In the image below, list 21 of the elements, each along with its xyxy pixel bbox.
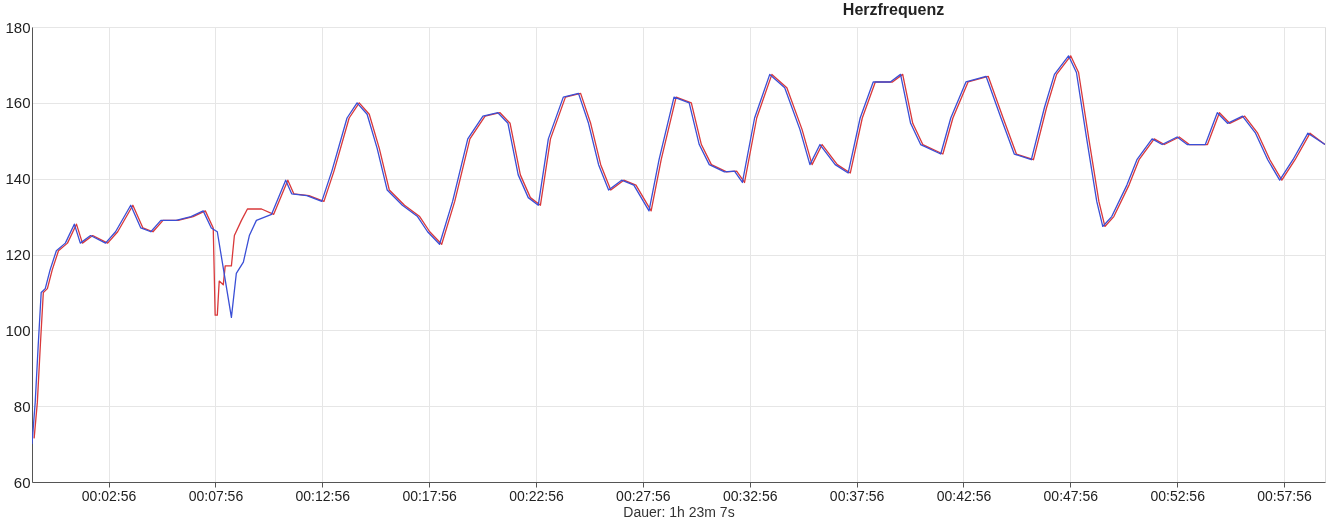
- x-tick-label: 00:07:56: [188, 487, 244, 504]
- x-tick-label: 00:02:56: [81, 487, 137, 504]
- x-tick-label: 00:37:56: [829, 487, 885, 504]
- x-tick-label: 00:57:56: [1257, 487, 1312, 504]
- x-tick-label: 00:17:56: [402, 487, 458, 504]
- x-tick-label: 00:32:56: [722, 487, 778, 504]
- y-tick-label: 160: [5, 94, 31, 112]
- x-tick-label: 00:22:56: [509, 487, 564, 504]
- y-tick-label: 60: [13, 473, 31, 491]
- chart-title: Herzfrequenz: [842, 1, 945, 18]
- x-tick-label: 00:52:56: [1150, 487, 1206, 504]
- y-tick-label: 140: [5, 170, 31, 188]
- y-tick-label: 180: [5, 18, 31, 36]
- x-tick-label: 00:42:56: [936, 487, 992, 504]
- y-tick-label: 120: [5, 246, 31, 263]
- x-axis-title: Dauer: 1h 23m 7s: [623, 503, 735, 520]
- x-tick-label: 00:12:56: [295, 487, 351, 504]
- x-tick-label: 00:47:56: [1043, 487, 1099, 504]
- y-tick-label: 80: [13, 397, 31, 415]
- y-tick-label: 100: [5, 321, 31, 339]
- x-tick-label: 00:27:56: [616, 487, 671, 504]
